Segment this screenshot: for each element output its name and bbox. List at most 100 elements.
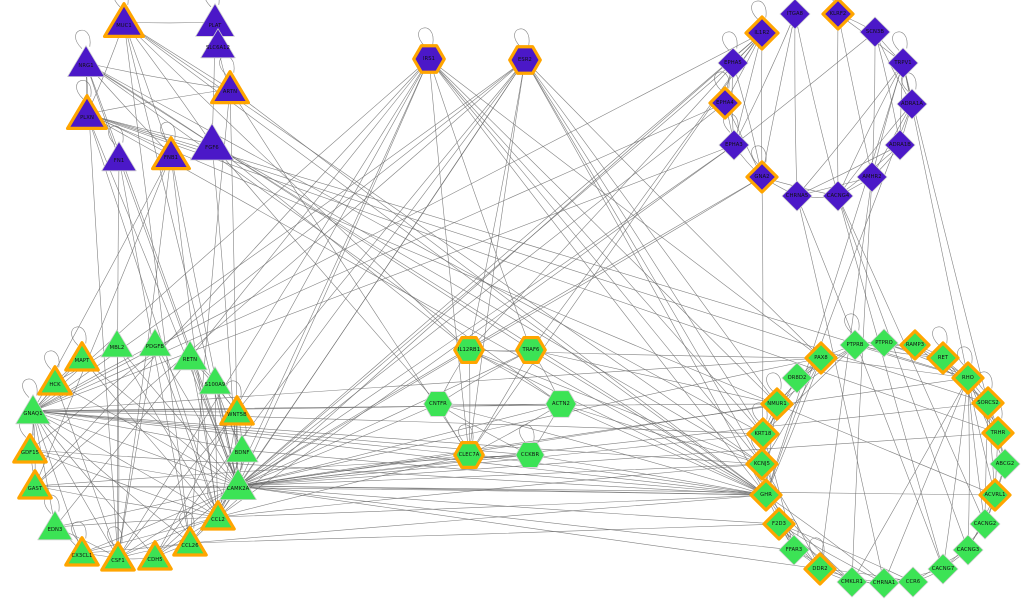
graph-node-cx3cl1[interactable]: CX3CL1 <box>63 534 101 572</box>
graph-edge <box>796 144 901 197</box>
graph-node-esr2[interactable]: ESR2 <box>506 41 544 79</box>
node-shape-diamond <box>971 386 1005 420</box>
graph-node-artn[interactable]: ARTN <box>209 68 251 110</box>
node-glyph <box>210 70 250 105</box>
graph-edge <box>32 410 119 559</box>
node-shape-triangle <box>225 434 259 463</box>
node-shape-diamond <box>745 160 779 194</box>
node-shape-diamond <box>859 16 891 48</box>
node-glyph <box>453 336 485 364</box>
graph-node-csf1[interactable]: CSF1 <box>99 539 137 577</box>
graph-node-cntfr[interactable]: CNTFR <box>420 386 456 422</box>
graph-node-epha4[interactable]: EPHA4 <box>706 84 744 122</box>
graph-edge <box>189 494 767 544</box>
node-shape-diamond <box>869 328 899 358</box>
graph-edge <box>54 381 119 559</box>
graph-edge <box>237 349 470 487</box>
node-glyph <box>899 329 931 361</box>
graph-node-clec7a[interactable]: CLEC7A <box>451 437 487 473</box>
self-loop-edge <box>160 122 176 141</box>
graph-edge <box>237 58 430 487</box>
graph-node-gdf15[interactable]: GDF15 <box>11 431 49 469</box>
graph-node-klrf2[interactable]: KLRF2 <box>819 0 857 33</box>
graph-edge <box>428 58 764 435</box>
graph-edge <box>820 357 969 379</box>
node-shape-hexagon <box>515 442 545 468</box>
node-shape-triangle <box>64 341 100 372</box>
graph-edge <box>123 21 470 351</box>
graph-edge <box>170 154 219 518</box>
graph-edge <box>34 485 219 518</box>
graph-node-epha5[interactable]: EPHA5 <box>714 44 752 82</box>
graph-node-il12rb1[interactable]: IL12RB1 <box>451 332 487 368</box>
graph-node-cacng4[interactable]: CACNG4 <box>819 177 857 215</box>
node-shape-hexagon <box>412 44 446 74</box>
graph-node-fnb1[interactable]: FNB1 <box>150 134 192 176</box>
node-shape-triangle <box>100 541 136 572</box>
graph-node-actn2[interactable]: ACTN2 <box>542 385 580 423</box>
graph-edge <box>81 357 219 518</box>
graph-node-plxn[interactable]: PLXN <box>65 92 109 136</box>
node-shape-triangle <box>64 536 100 567</box>
graph-node-cckbr[interactable]: CCKBR <box>512 437 548 473</box>
graph-node-gast[interactable]: GAST <box>16 467 54 505</box>
graph-node-trpv1[interactable]: TRPV1 <box>884 44 922 82</box>
graph-edge <box>837 13 873 178</box>
node-glyph <box>423 391 453 417</box>
graph-edge <box>237 432 999 487</box>
graph-node-pdgfb[interactable]: PDGFB <box>136 325 174 363</box>
node-glyph <box>545 390 577 418</box>
graph-node-mbl2[interactable]: MBL2 <box>98 326 136 364</box>
graph-edge <box>117 59 526 559</box>
graph-edge <box>468 349 822 359</box>
graph-node-adra1a[interactable]: ADRA1A <box>893 85 931 123</box>
graph-edge <box>116 344 219 518</box>
graph-edge <box>468 454 767 496</box>
graph-edge <box>32 410 156 558</box>
node-shape-triangle <box>200 28 236 59</box>
self-loop-edge <box>418 27 434 47</box>
self-loop-edge <box>44 350 60 370</box>
node-shape-triangle <box>15 394 51 425</box>
self-loop-edge <box>751 145 767 165</box>
graph-node-wnt5b[interactable]: WNT5B <box>218 393 256 431</box>
node-glyph <box>508 45 542 75</box>
graph-edge <box>32 410 239 487</box>
graph-node-chrna5[interactable]: CHRNA5 <box>778 177 816 215</box>
graph-node-traf6[interactable]: TRAF6 <box>513 332 549 368</box>
graph-node-irs1[interactable]: IRS1 <box>410 40 448 78</box>
graph-node-bdnf[interactable]: BDNF <box>223 431 261 469</box>
graph-node-amhr2[interactable]: AMHR2 <box>853 158 891 196</box>
graph-edge <box>560 403 763 465</box>
graph-node-ccr6[interactable]: CCR6 <box>894 563 932 600</box>
graph-node-fgf6[interactable]: FGF6 <box>188 120 236 168</box>
graph-edge <box>851 377 969 583</box>
node-shape-triangle <box>172 340 208 371</box>
graph-edge <box>32 59 526 412</box>
node-glyph <box>12 433 48 464</box>
graph-node-nrg1[interactable]: NRG1 <box>65 42 107 84</box>
graph-edge <box>189 356 219 518</box>
graph-node-muc1[interactable]: MUC1 <box>102 0 146 44</box>
graph-node-slc6a12[interactable]: SLC6A12 <box>198 25 238 65</box>
node-shape-hexagon <box>453 336 485 364</box>
graph-node-fn1[interactable]: FN1 <box>99 138 139 178</box>
graph-edge <box>217 494 767 518</box>
graph-edge <box>217 454 470 518</box>
graph-node-ccl26[interactable]: CCL26 <box>171 524 209 562</box>
node-glyph <box>151 136 191 171</box>
node-shape-diamond <box>745 447 779 481</box>
self-loop-edge <box>76 80 92 100</box>
self-loop-edge <box>179 511 195 531</box>
graph-node-gnaq1[interactable]: GNAQ1 <box>13 391 53 431</box>
graph-node-cdh5[interactable]: CDH5 <box>136 538 174 576</box>
node-glyph <box>37 365 73 396</box>
node-shape-diamond <box>836 566 868 598</box>
graph-edge <box>32 410 767 496</box>
node-shape-diamond <box>821 0 855 31</box>
node-glyph <box>927 553 959 585</box>
graph-edge <box>32 144 735 412</box>
graph-edge <box>796 62 904 197</box>
graph-edge <box>237 357 822 487</box>
graph-node-gna2[interactable]: GNA2 <box>743 158 781 196</box>
